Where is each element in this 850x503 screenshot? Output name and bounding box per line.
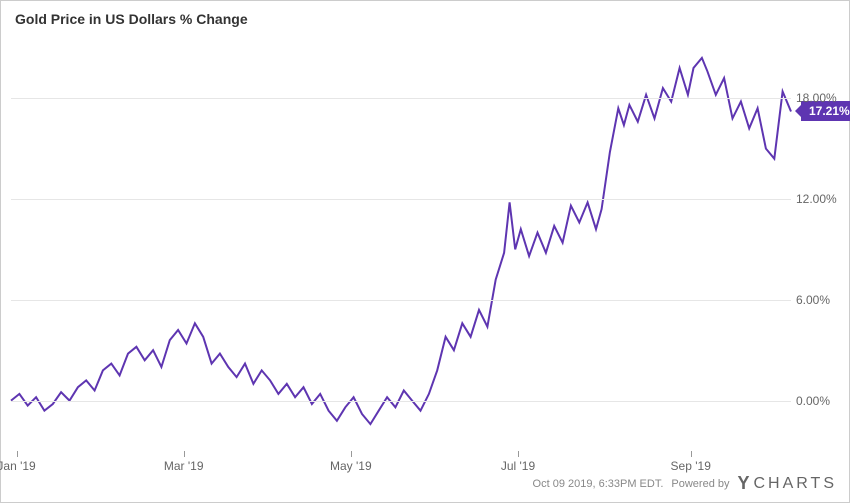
gridline — [11, 401, 791, 402]
footer-powered-by: Powered by — [671, 478, 729, 490]
x-axis-label: May '19 — [330, 459, 372, 473]
x-tick — [351, 451, 352, 457]
ycharts-logo-y: Y — [737, 473, 752, 494]
plot-area: Jan '19Mar '19May '19Jul '19Sep '19 — [11, 31, 791, 451]
y-axis-label: 18.00% — [796, 91, 837, 105]
x-tick — [691, 451, 692, 457]
x-axis-label: Jan '19 — [0, 459, 36, 473]
gridline — [11, 98, 791, 99]
series-line — [11, 58, 791, 424]
x-axis-label: Sep '19 — [671, 459, 711, 473]
x-axis-label: Mar '19 — [164, 459, 204, 473]
y-axis-label: 6.00% — [796, 293, 830, 307]
footer-timestamp: Oct 09 2019, 6:33PM EDT. — [533, 478, 664, 490]
x-tick — [17, 451, 18, 457]
gridline — [11, 199, 791, 200]
gridline — [11, 300, 791, 301]
ycharts-logo-text: CHARTS — [754, 475, 838, 493]
x-tick — [518, 451, 519, 457]
end-value-label: 17.21% — [809, 104, 850, 118]
chart-title: Gold Price in US Dollars % Change — [15, 11, 248, 27]
x-tick — [184, 451, 185, 457]
chart-footer: Oct 09 2019, 6:33PM EDT. Powered by YCHA… — [533, 473, 837, 494]
chart-container: Gold Price in US Dollars % Change Jan '1… — [0, 0, 850, 503]
y-axis-label: 0.00% — [796, 394, 830, 408]
chart-svg — [11, 31, 791, 451]
ycharts-logo: YCHARTS — [737, 473, 837, 494]
x-axis-label: Jul '19 — [501, 459, 535, 473]
y-axis-label: 12.00% — [796, 192, 837, 206]
